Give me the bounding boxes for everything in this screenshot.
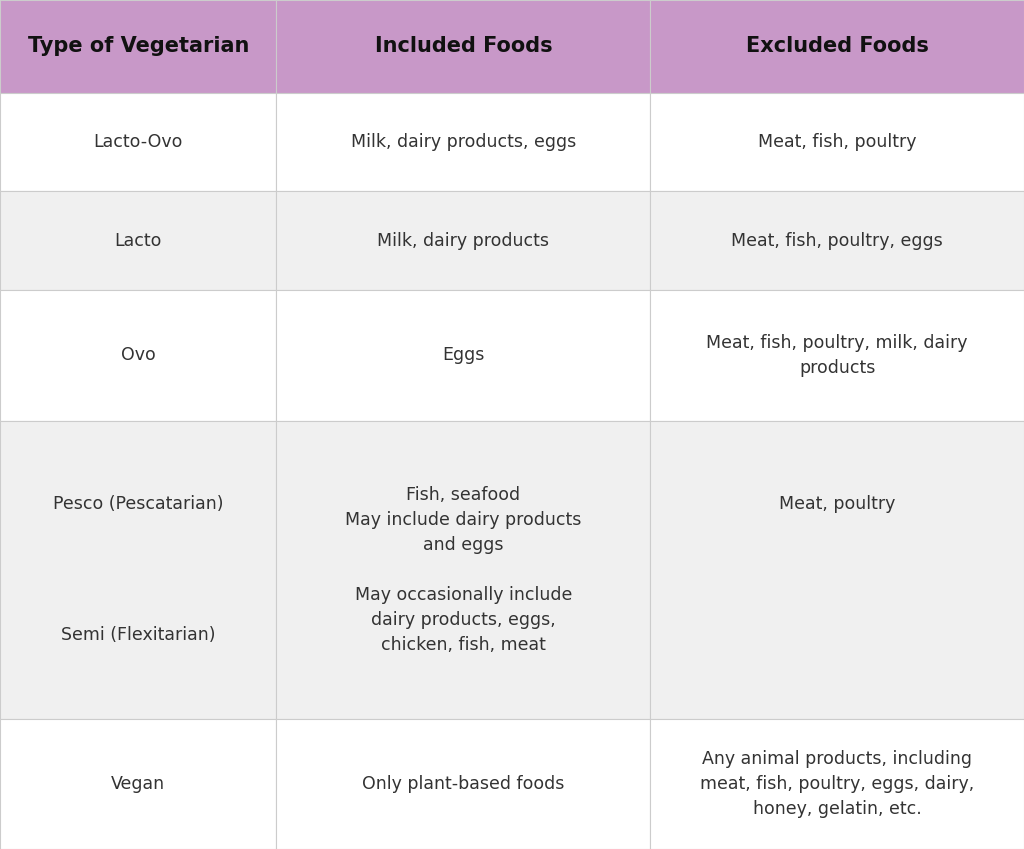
Text: Meat, fish, poultry: Meat, fish, poultry: [758, 133, 916, 151]
Bar: [650, 93, 1024, 191]
Text: Eggs: Eggs: [442, 346, 484, 364]
Text: Meat, fish, poultry, eggs: Meat, fish, poultry, eggs: [731, 232, 943, 250]
Text: Lacto: Lacto: [115, 232, 162, 250]
Text: Ovo: Ovo: [121, 346, 156, 364]
Bar: [0, 191, 276, 290]
Text: Milk, dairy products: Milk, dairy products: [378, 232, 549, 250]
Bar: [276, 718, 650, 849]
Text: Excluded Foods: Excluded Foods: [745, 37, 929, 56]
Text: Fish, seafood
May include dairy products
and eggs

May occasionally include
dair: Fish, seafood May include dairy products…: [345, 486, 582, 654]
Bar: [0, 420, 276, 718]
Bar: [0, 718, 276, 849]
Bar: [0, 93, 276, 191]
Text: Meat, fish, poultry, milk, dairy
products: Meat, fish, poultry, milk, dairy product…: [707, 334, 968, 377]
Bar: [650, 718, 1024, 849]
Text: Any animal products, including
meat, fish, poultry, eggs, dairy,
honey, gelatin,: Any animal products, including meat, fis…: [700, 750, 974, 818]
Text: Only plant-based foods: Only plant-based foods: [362, 775, 564, 793]
Text: Vegan: Vegan: [112, 775, 165, 793]
Text: Meat, poultry: Meat, poultry: [779, 495, 895, 513]
Text: Milk, dairy products, eggs: Milk, dairy products, eggs: [351, 133, 575, 151]
Bar: [276, 93, 650, 191]
Bar: [0, 0, 276, 93]
Bar: [650, 290, 1024, 420]
Text: Included Foods: Included Foods: [375, 37, 552, 56]
Text: Pesco (Pescatarian): Pesco (Pescatarian): [53, 495, 223, 513]
Bar: [650, 0, 1024, 93]
Bar: [276, 0, 650, 93]
Bar: [276, 420, 650, 718]
Text: Semi (Flexitarian): Semi (Flexitarian): [61, 626, 215, 644]
Bar: [650, 420, 1024, 718]
Bar: [650, 191, 1024, 290]
Bar: [276, 290, 650, 420]
Bar: [0, 290, 276, 420]
Text: Type of Vegetarian: Type of Vegetarian: [28, 37, 249, 56]
Text: Lacto-Ovo: Lacto-Ovo: [93, 133, 183, 151]
Bar: [276, 191, 650, 290]
